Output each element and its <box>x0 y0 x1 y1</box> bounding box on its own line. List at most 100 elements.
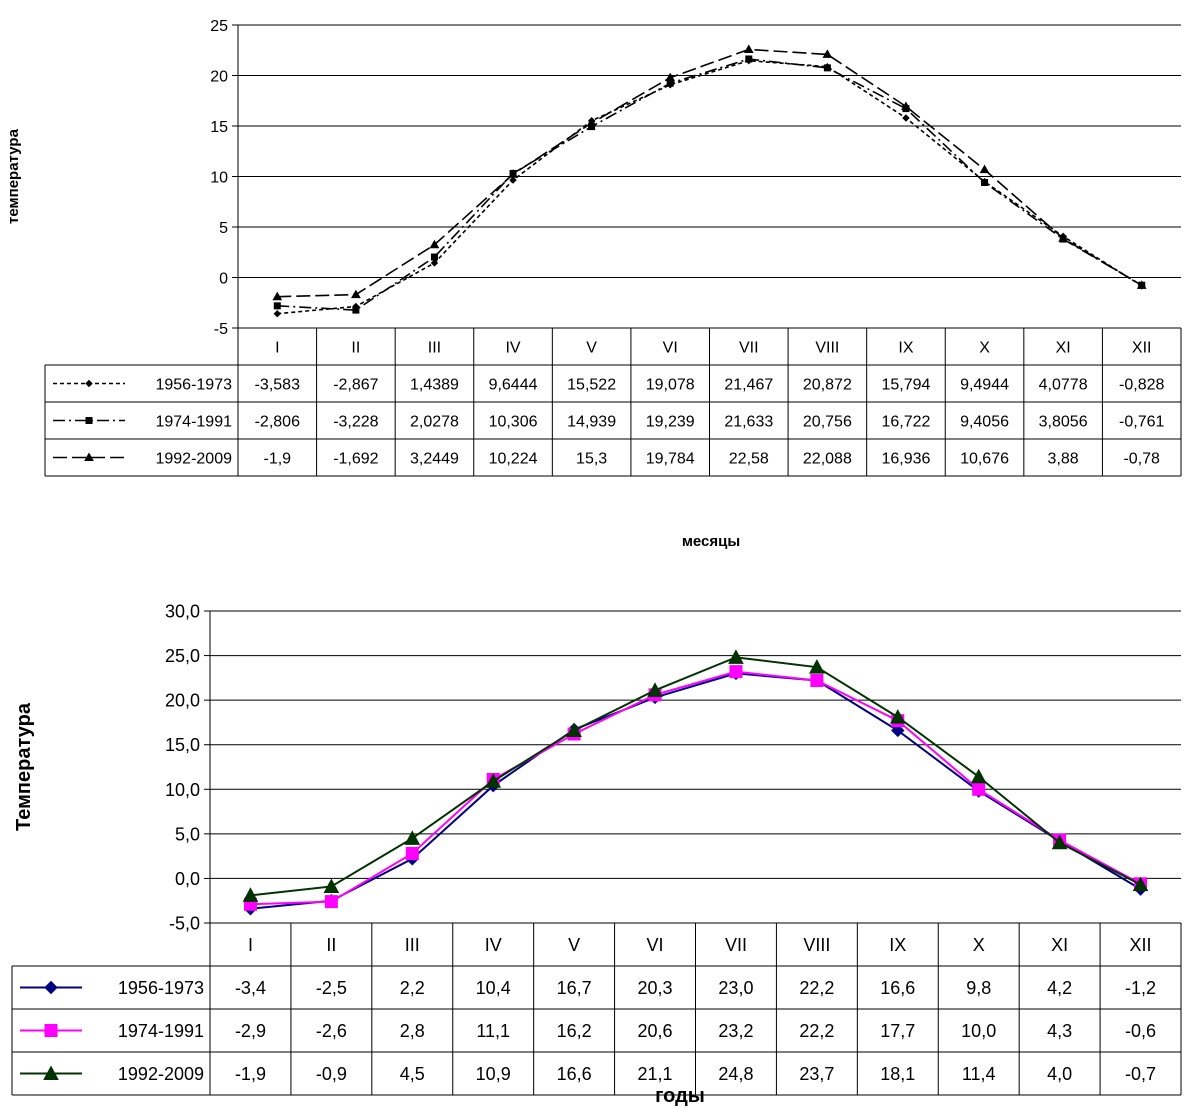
data-point <box>485 773 502 788</box>
data-table-cell: 15,794 <box>881 376 930 393</box>
x-tick-label: V <box>586 339 597 356</box>
data-point <box>1051 834 1068 850</box>
data-point <box>810 674 824 688</box>
data-table-cell: 22,58 <box>729 450 769 467</box>
data-table-cell: 10,4 <box>476 978 511 998</box>
data-table-cell: 23,2 <box>718 1021 753 1041</box>
y-tick-label: 30,0 <box>165 601 200 621</box>
x-tick-label: VII <box>725 935 747 955</box>
data-point <box>430 253 438 261</box>
data-table-cell: -0,7 <box>1125 1064 1156 1084</box>
data-point <box>981 179 989 187</box>
data-table-cell: 19,078 <box>646 376 695 393</box>
data-point <box>647 682 663 697</box>
data-point <box>745 55 753 63</box>
data-table-cell: 11,1 <box>476 1021 510 1041</box>
data-point <box>352 306 360 314</box>
y-tick-label: 15 <box>210 119 228 136</box>
data-table-cell: 9,4944 <box>960 376 1009 393</box>
data-point <box>728 649 744 664</box>
data-point <box>430 259 439 267</box>
data-table-cell: -3,583 <box>255 376 300 393</box>
data-table-cell: 22,2 <box>799 1021 834 1041</box>
data-table-cell: 14,939 <box>567 413 616 430</box>
legend-series-name: 1992-2009 <box>155 450 232 467</box>
data-point <box>586 117 597 127</box>
y-tick-label: 10 <box>210 169 228 186</box>
series-line <box>250 670 1142 906</box>
data-table-cell: 23,0 <box>718 978 753 998</box>
data-table-cell: 10,224 <box>489 450 538 467</box>
data-table-cell: 16,722 <box>881 413 930 430</box>
y-axis-title: Температура <box>13 702 35 831</box>
legend-key-marker <box>44 1024 58 1037</box>
x-tick-label: II <box>351 339 360 356</box>
x-tick-label: VII <box>739 339 759 356</box>
x-axis-title: годы <box>655 1085 705 1107</box>
x-tick-label: X <box>973 935 985 955</box>
data-table-cell: -3,4 <box>235 978 266 998</box>
y-tick-label: 10,0 <box>165 780 200 800</box>
data-table-cell: 19,239 <box>646 413 695 430</box>
data-point <box>729 665 743 679</box>
chart-bottom: 30,025,020,015,010,05,00,0-5,0I II III IV V V… <box>11 601 1182 1107</box>
data-table-cell: -1,2 <box>1125 978 1156 998</box>
data-point <box>429 239 440 249</box>
x-tick-label: VIII <box>803 935 830 955</box>
data-table-cell: 11,4 <box>962 1064 996 1084</box>
data-table-cell: 21,1 <box>638 1064 673 1084</box>
x-tick-label: IV <box>505 339 520 356</box>
y-tick-label: 15,0 <box>165 735 200 755</box>
data-table-cell: -0,6 <box>1125 1021 1156 1041</box>
x-tick-label: VI <box>663 339 678 356</box>
x-tick-label: IX <box>889 935 906 955</box>
data-table-cell: 19,784 <box>646 450 695 467</box>
data-table-cell: 9,6444 <box>489 376 538 393</box>
data-point <box>823 64 831 72</box>
y-axis-title: температура <box>5 128 22 224</box>
data-table-cell: 20,6 <box>638 1021 673 1041</box>
data-point <box>405 846 419 860</box>
x-tick-label: IV <box>485 935 502 955</box>
y-tick-label: 5,0 <box>175 824 200 844</box>
data-point <box>323 878 340 893</box>
x-tick-label: XI <box>1056 339 1071 356</box>
data-table-cell: 15,3 <box>576 450 607 467</box>
data-point <box>891 723 905 738</box>
data-table-cell: 20,3 <box>638 978 673 998</box>
data-point <box>743 44 754 53</box>
data-table-cell: -2,806 <box>255 413 300 430</box>
data-table-cell: 16,6 <box>880 978 915 998</box>
data-table-cell: 22,088 <box>803 450 852 467</box>
data-table-cell: 16,936 <box>881 450 930 467</box>
data-point <box>822 49 833 58</box>
y-tick-label: 0,0 <box>175 869 200 889</box>
data-point <box>1136 280 1147 289</box>
data-table-cell: 9,4056 <box>960 413 1009 430</box>
data-point <box>509 176 517 184</box>
data-table-cell: 10,0 <box>961 1021 996 1041</box>
data-table-cell: 4,0778 <box>1039 376 1088 393</box>
y-tick-label: 5 <box>219 220 228 237</box>
x-axis-title: месяцы <box>682 533 740 550</box>
data-table-cell: 21,467 <box>724 376 773 393</box>
data-point <box>901 101 911 110</box>
data-table-cell: -3,228 <box>333 413 378 430</box>
x-tick-label: III <box>428 339 441 356</box>
data-point <box>979 164 990 174</box>
x-tick-label: I <box>275 339 279 356</box>
legend-key-marker <box>43 1065 59 1080</box>
y-tick-label: 25,0 <box>165 646 200 666</box>
legend-key-marker <box>84 452 94 461</box>
data-point <box>272 291 283 301</box>
data-table-cell: 3,88 <box>1048 450 1079 467</box>
data-point <box>665 72 676 82</box>
data-table-cell: 16,6 <box>557 1064 592 1084</box>
data-table-cell: -0,9 <box>316 1064 347 1084</box>
data-point <box>1132 876 1149 892</box>
data-table-cell: 24,8 <box>718 1064 753 1084</box>
y-tick-label: 25 <box>210 18 228 35</box>
data-point <box>351 289 361 299</box>
data-table-cell: 4,5 <box>400 1064 425 1084</box>
series-line <box>277 58 1143 311</box>
